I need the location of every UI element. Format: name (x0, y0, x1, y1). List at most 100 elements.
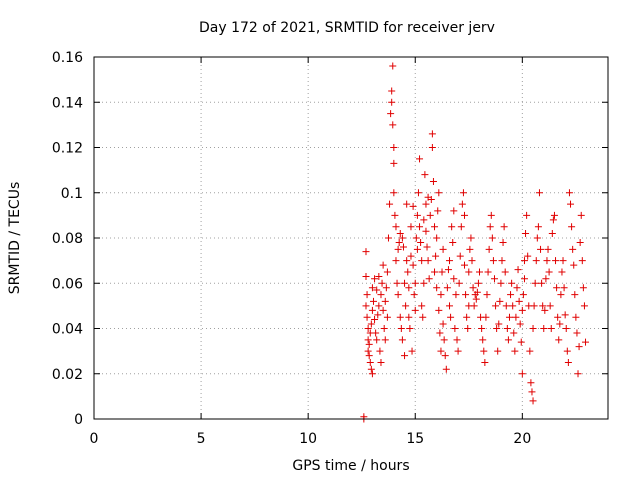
data-point (498, 257, 506, 265)
data-point (532, 257, 540, 265)
data-point (392, 257, 400, 265)
data-point (463, 313, 471, 321)
data-point (459, 189, 467, 197)
data-point (458, 200, 466, 208)
x-tick-label: 5 (197, 431, 206, 447)
data-point (442, 365, 450, 373)
data-point (580, 302, 588, 310)
data-point (451, 325, 459, 332)
data-point (524, 252, 532, 260)
data-point (462, 291, 470, 299)
data-point (559, 257, 567, 265)
data-point (461, 261, 469, 269)
data-point (486, 223, 494, 231)
data-point (514, 266, 522, 274)
x-tick-label: 20 (513, 431, 531, 447)
data-point (544, 245, 552, 253)
data-point (367, 365, 375, 373)
data-point (556, 320, 564, 328)
data-point (362, 272, 370, 280)
data-point (375, 302, 383, 310)
data-point (382, 284, 390, 292)
y-tick-label: 0.02 (52, 367, 83, 383)
data-point (533, 234, 541, 242)
y-tick-label: 0.06 (52, 276, 83, 292)
data-point (479, 336, 487, 344)
data-point (405, 313, 413, 321)
data-point (474, 279, 482, 287)
data-point (564, 358, 572, 366)
data-point (489, 257, 497, 265)
data-point (383, 268, 391, 276)
data-point (494, 347, 502, 355)
data-point (422, 227, 430, 235)
data-point (568, 223, 576, 231)
data-point (446, 302, 454, 310)
data-point (432, 252, 440, 260)
data-point (401, 279, 409, 287)
axes: 0 0.02 0.04 0.06 0.08 0.1 0.12 0.14 0.16 0 5 10 15 20 (52, 50, 608, 447)
data-point (557, 291, 565, 299)
y-tick-label: 0.16 (52, 50, 83, 66)
data-point (401, 352, 409, 360)
data-point (419, 313, 427, 321)
data-point (392, 223, 400, 231)
data-point (579, 284, 587, 292)
data-point (574, 370, 582, 378)
data-point (510, 329, 518, 337)
data-point (364, 336, 372, 344)
data-point (530, 302, 538, 310)
data-point (452, 291, 460, 299)
data-point (367, 320, 375, 328)
data-point (519, 291, 527, 299)
data-point (546, 302, 554, 310)
data-point (435, 306, 443, 314)
data-point (429, 177, 437, 185)
data-point (444, 266, 452, 274)
data-point (425, 275, 433, 283)
data-point (411, 279, 419, 287)
data-point (511, 347, 519, 355)
data-point (455, 279, 463, 287)
data-point (363, 313, 371, 321)
data-point (500, 223, 508, 231)
data-point (389, 121, 397, 129)
data-point (561, 311, 569, 319)
data-point (534, 223, 542, 231)
y-tick-label: 0.04 (52, 322, 83, 338)
data-point (543, 257, 551, 265)
data-point (488, 234, 496, 242)
data-point (501, 268, 509, 276)
y-tick-label: 0.12 (52, 141, 83, 157)
data-point (508, 279, 516, 287)
data-point (562, 325, 570, 332)
data-point (554, 313, 562, 321)
data-point (507, 291, 515, 299)
y-tick-label: 0.1 (61, 186, 83, 202)
data-point (572, 313, 580, 321)
data-point (541, 306, 549, 314)
data-point (407, 223, 415, 231)
data-point (484, 268, 492, 276)
data-point (417, 239, 425, 247)
data-point (529, 397, 537, 405)
data-point (469, 284, 477, 292)
data-point (436, 329, 444, 337)
data-point (450, 207, 458, 215)
data-point (428, 130, 436, 138)
data-point (443, 284, 451, 292)
data-point (420, 216, 428, 224)
data-point (577, 211, 585, 219)
data-point (518, 306, 526, 314)
data-point (416, 223, 424, 231)
data-point (373, 336, 381, 344)
data-point (377, 291, 385, 299)
data-point (571, 291, 579, 299)
data-point (365, 352, 373, 360)
data-point (366, 358, 374, 366)
data-point (390, 189, 398, 197)
y-tick-label: 0.08 (52, 231, 83, 247)
data-point (535, 189, 543, 197)
data-point (416, 155, 424, 163)
